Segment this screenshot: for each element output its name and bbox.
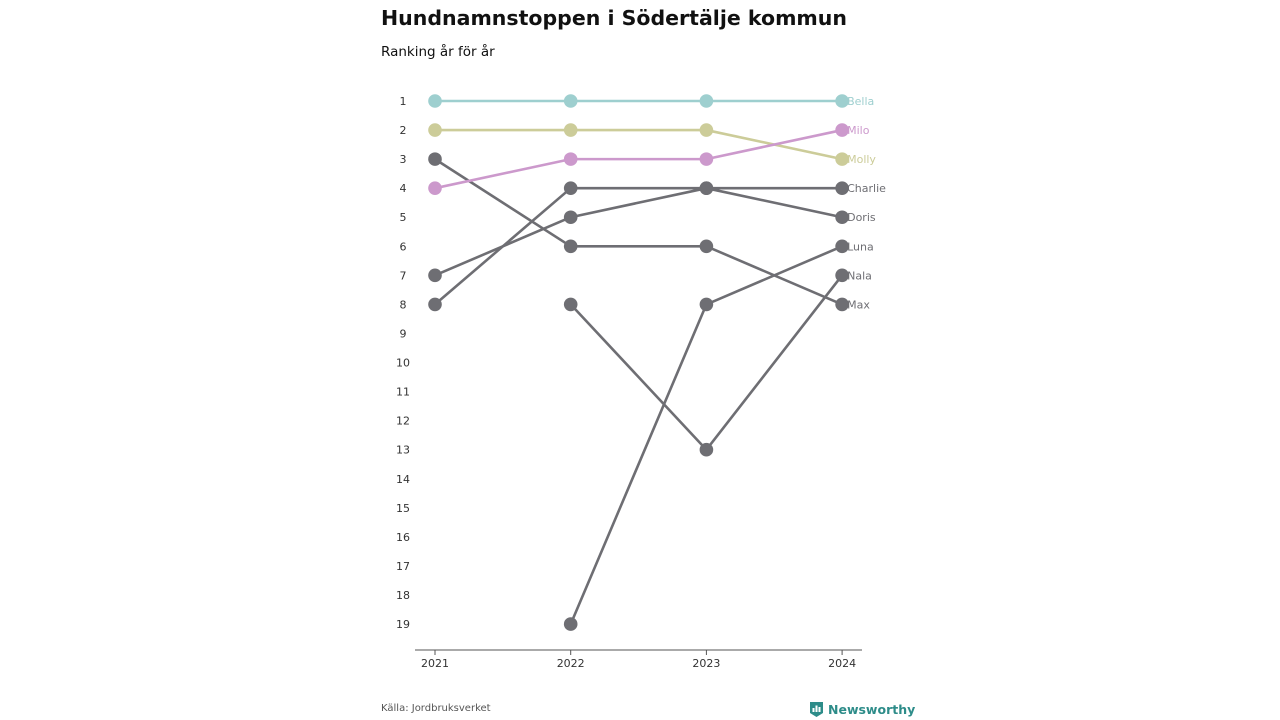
series-point-charlie [699, 181, 714, 195]
y-tick-label: 17 [396, 560, 410, 573]
y-tick-label: 8 [400, 298, 407, 311]
series-point-charlie [428, 297, 442, 312]
series-point-max [699, 239, 714, 254]
series-point-bella [428, 94, 442, 108]
series-point-nala [699, 442, 714, 457]
series-point-milo [835, 123, 849, 137]
series-point-doris [428, 268, 442, 283]
y-tick-label: 12 [396, 415, 410, 428]
y-tick-label: 6 [400, 240, 407, 253]
series-point-bella [563, 94, 578, 108]
y-tick-label: 9 [400, 327, 407, 340]
series-point-luna [699, 297, 714, 312]
series-point-bella [699, 94, 714, 108]
series-point-charlie [835, 181, 849, 195]
y-tick-label: 4 [400, 182, 407, 195]
series-point-milo [699, 152, 714, 166]
chart-title: Hundnamnstoppen i Södertälje kommun [381, 6, 847, 30]
y-tick-label: 14 [396, 473, 410, 486]
y-tick-label: 13 [396, 444, 410, 457]
chart-subtitle: Ranking år för år [381, 44, 495, 60]
newsworthy-logo-icon [810, 702, 823, 717]
series-line-max [433, 157, 844, 306]
series-point-doris [563, 210, 578, 225]
series-point-molly [563, 123, 578, 137]
brand-logo: Newsworthy [809, 701, 915, 718]
chart-container: Hundnamnstoppen i Södertälje kommun Rank… [381, 0, 915, 720]
y-tick-label: 3 [400, 153, 407, 166]
series-point-max [428, 152, 442, 166]
series-line-doris [433, 186, 844, 277]
series-point-luna [563, 617, 578, 631]
series-line-charlie [433, 186, 844, 306]
series-label-luna: Luna [847, 240, 874, 253]
series-point-nala [563, 297, 578, 312]
series-label-bella: Bella [847, 95, 874, 108]
series-label-molly: Molly [847, 153, 876, 166]
y-tick-label: 18 [396, 589, 410, 602]
series-label-charlie: Charlie [847, 182, 886, 195]
y-tick-label: 11 [396, 386, 410, 399]
series-point-molly [699, 123, 714, 137]
y-tick-label: 16 [396, 531, 410, 544]
series-label-max: Max [847, 298, 870, 311]
series-line-molly [433, 128, 844, 161]
x-tick-label: 2021 [421, 657, 449, 670]
series-point-bella [835, 94, 849, 108]
series-point-max [563, 239, 578, 254]
y-tick-label: 7 [400, 269, 407, 282]
y-tick-label: 10 [396, 357, 410, 370]
series-label-nala: Nala [847, 269, 872, 282]
series-label-doris: Doris [847, 211, 876, 224]
y-tick-label: 1 [400, 95, 407, 108]
series-line-milo [433, 128, 844, 190]
series-point-nala [835, 268, 849, 283]
y-tick-label: 19 [396, 618, 410, 631]
y-tick-label: 15 [396, 502, 410, 515]
y-tick-label: 2 [400, 124, 407, 137]
x-tick-label: 2022 [557, 657, 585, 670]
series-label-milo: Milo [847, 124, 870, 137]
series-point-molly [428, 123, 442, 137]
x-tick-label: 2024 [828, 657, 856, 670]
x-tick-label: 2023 [692, 657, 720, 670]
y-tick-label: 5 [400, 211, 407, 224]
series-point-doris [835, 210, 849, 225]
series-point-luna [835, 239, 849, 254]
series-point-max [835, 297, 849, 312]
brand-name: Newsworthy [828, 702, 916, 717]
series-point-milo [428, 181, 442, 195]
series-point-milo [563, 152, 578, 166]
series-point-charlie [563, 181, 578, 195]
series-point-molly [835, 152, 849, 166]
source-note: Källa: Jordbruksverket [381, 703, 491, 714]
